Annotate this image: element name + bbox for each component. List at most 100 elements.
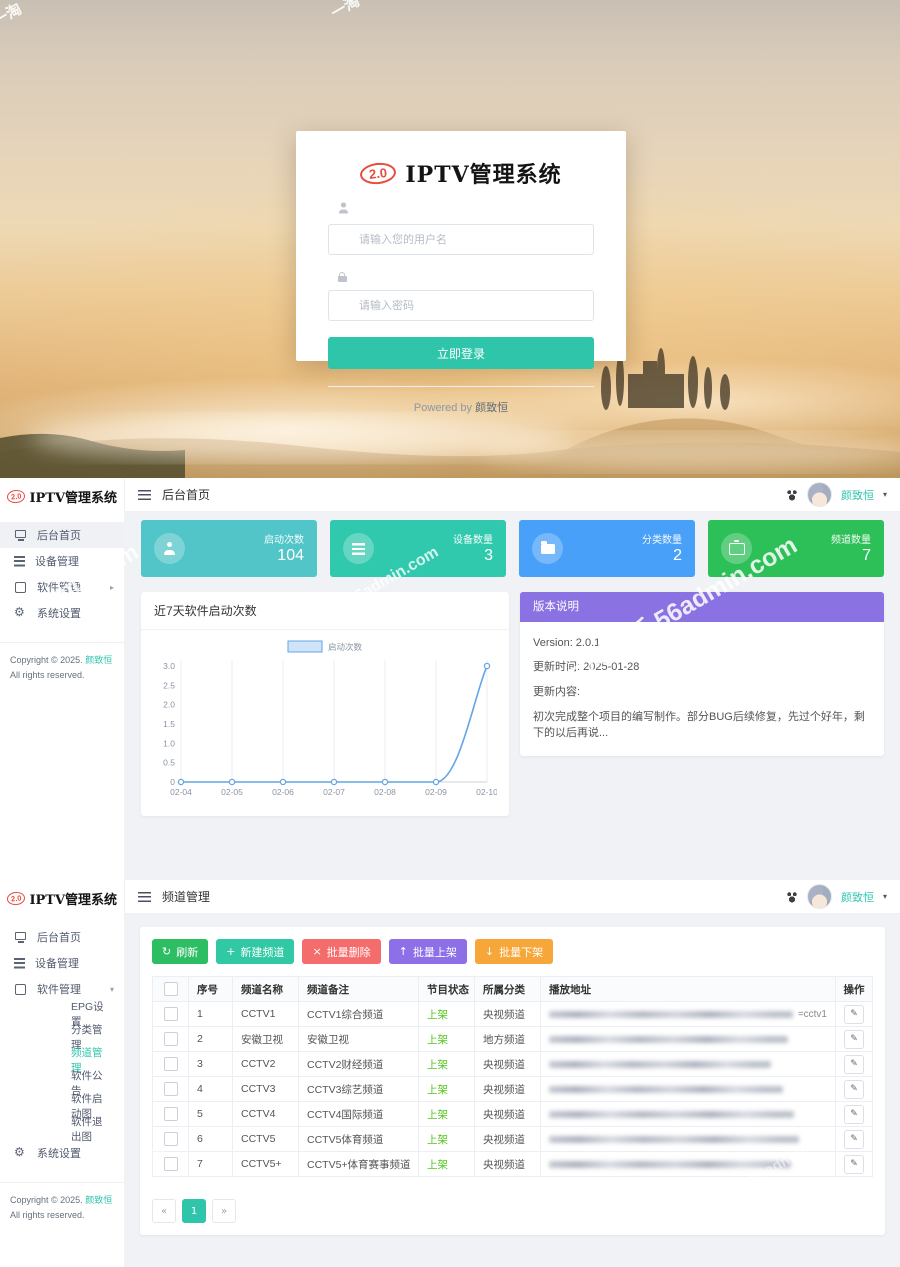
tv-icon: [728, 539, 745, 555]
svg-text:0.5: 0.5: [163, 758, 175, 768]
row-checkbox[interactable]: [163, 1157, 178, 1171]
column-header: 所属分类: [475, 977, 541, 1001]
hamburger-icon[interactable]: [138, 489, 151, 500]
logo-version-badge: 2.0: [6, 890, 27, 906]
theme-icon[interactable]: [785, 488, 798, 501]
edit-button[interactable]: ✎: [844, 1004, 864, 1024]
top-header: 频道管理 颜致恒 ▾: [125, 880, 900, 914]
monitor-icon: [14, 931, 27, 943]
copyright-author[interactable]: 颜致恒: [85, 1195, 113, 1205]
avatar[interactable]: [806, 482, 832, 507]
svg-text:1.0: 1.0: [163, 738, 175, 748]
copyright-author[interactable]: 颜致恒: [85, 655, 113, 665]
status-link[interactable]: 上架: [427, 1158, 448, 1171]
sidebar-menu: 后台首页 设备管理 软件管理 ▾: [0, 924, 124, 1166]
row-checkbox[interactable]: [163, 1057, 178, 1071]
sidebar-item[interactable]: 软件公告: [0, 1070, 124, 1097]
toolbar-button[interactable]: ↓ 批量下架: [474, 939, 554, 964]
sidebar-item-label: 系统设置: [37, 608, 81, 620]
version-card-body: Version: 2.0.1 更新时间: 2025-01-28 更新内容: 初次…: [520, 622, 884, 756]
channels-table: 序号 频道名称 频道备注 节目状态 所属分类 播放地址 操作 1: [152, 976, 873, 1177]
column-header: 播放地址: [541, 977, 836, 1001]
sidebar-item[interactable]: 后台首页: [0, 924, 124, 950]
blurred-url: [549, 1010, 793, 1018]
cell-index: 6: [189, 1127, 233, 1151]
sidebar-item[interactable]: EPG设置: [0, 1001, 124, 1028]
stat-value: 104: [277, 547, 304, 564]
sidebar-item[interactable]: 设备管理: [0, 950, 124, 976]
table-row: 7 CCTV5+ CCTV5+体育赛事频道 上架 央视频道 ✎: [153, 1152, 872, 1176]
cell-index: 5: [189, 1102, 233, 1126]
app-icon: [14, 983, 27, 995]
edit-button[interactable]: ✎: [844, 1079, 864, 1099]
stat-cards: 启动次数 104 设备数量 3: [141, 520, 884, 577]
cell-play-url: =cctv1: [541, 1002, 836, 1026]
sidebar: 2.0 IPTV管理系统 后台首页 设备管理: [0, 880, 125, 1267]
user-name[interactable]: 颜致恒: [840, 489, 874, 502]
prev-page-button[interactable]: «: [152, 1199, 176, 1223]
edit-button[interactable]: ✎: [844, 1104, 864, 1124]
toolbar-button[interactable]: + 新建频道: [216, 939, 295, 964]
toolbar-button[interactable]: ↑ 批量上架: [388, 939, 467, 964]
sidebar-item[interactable]: 软件管理 ▾: [0, 976, 124, 1002]
page-1-button[interactable]: 1: [182, 1199, 206, 1223]
login-button[interactable]: 立即登录: [328, 337, 594, 369]
next-page-button[interactable]: »: [212, 1199, 236, 1223]
edit-button[interactable]: ✎: [844, 1029, 864, 1049]
folder-icon: [540, 541, 555, 554]
lock-icon: [338, 272, 347, 282]
status-link[interactable]: 上架: [427, 1058, 448, 1071]
row-checkbox[interactable]: [163, 1132, 178, 1146]
sidebar-item[interactable]: 频道管理: [0, 1047, 124, 1074]
select-all-checkbox[interactable]: [163, 982, 178, 996]
user-name[interactable]: 颜致恒: [840, 891, 874, 904]
login-card: 2.0 IPTV管理系统 立即登录 Powered by 颜致恒: [296, 131, 626, 414]
gear-icon: [14, 1145, 27, 1159]
sidebar-item[interactable]: 设备管理: [0, 548, 124, 574]
toolbar-button[interactable]: × 批量删除: [302, 939, 381, 964]
page-title: 频道管理: [162, 890, 211, 904]
edit-button[interactable]: ✎: [844, 1054, 864, 1074]
sidebar-item[interactable]: 软件启动图: [0, 1093, 124, 1120]
cell-channel-note: CCTV4国际频道: [299, 1102, 419, 1126]
sidebar-item[interactable]: 软件退出图: [0, 1116, 124, 1143]
password-input[interactable]: [328, 290, 594, 321]
row-checkbox[interactable]: [163, 1107, 178, 1121]
svg-text:启动次数: 启动次数: [328, 642, 363, 652]
stat-label: 启动次数: [264, 535, 304, 546]
sidebar-item[interactable]: 软件管理 ▸: [0, 574, 124, 600]
column-header: 操作: [843, 983, 865, 996]
toolbar-button[interactable]: ↻ 刷新: [152, 939, 209, 964]
copyright-suffix: All rights reserved.: [10, 1210, 85, 1221]
author-name: 颜致恒: [475, 402, 509, 414]
password-field-wrap: [328, 272, 594, 321]
avatar[interactable]: [806, 884, 832, 909]
status-link[interactable]: 上架: [427, 1008, 448, 1021]
row-checkbox[interactable]: [163, 1032, 178, 1046]
status-link[interactable]: 上架: [427, 1108, 448, 1121]
sidebar-item-label: 系统设置: [37, 1148, 81, 1160]
status-link[interactable]: 上架: [427, 1083, 448, 1096]
status-link[interactable]: 上架: [427, 1133, 448, 1146]
edit-button[interactable]: ✎: [844, 1154, 864, 1174]
cell-play-url: [541, 1102, 836, 1126]
theme-icon[interactable]: [785, 890, 798, 903]
page-title: 后台首页: [162, 488, 211, 502]
edit-button[interactable]: ✎: [844, 1129, 864, 1149]
sidebar-item-label: 软件公告: [71, 1069, 103, 1097]
sidebar-item[interactable]: 系统设置: [0, 600, 124, 626]
sidebar-item[interactable]: 系统设置: [0, 1140, 124, 1166]
logo-version-badge: 2.0: [6, 488, 27, 504]
logo-title: IPTV管理系统: [405, 162, 562, 188]
status-link[interactable]: 上架: [427, 1033, 448, 1046]
hamburger-icon[interactable]: [138, 891, 151, 902]
username-input[interactable]: [328, 224, 594, 255]
row-checkbox[interactable]: [163, 1007, 178, 1021]
toolbar-button-label: 刷新: [176, 946, 199, 959]
row-checkbox[interactable]: [163, 1082, 178, 1096]
sidebar-item[interactable]: 后台首页: [0, 522, 124, 548]
toolbar: ↻ 刷新 + 新建频道 × 批量删除: [152, 939, 873, 964]
sidebar-item[interactable]: 分类管理: [0, 1024, 124, 1051]
cell-index: 3: [189, 1052, 233, 1076]
copyright-suffix: All rights reserved.: [10, 670, 85, 681]
